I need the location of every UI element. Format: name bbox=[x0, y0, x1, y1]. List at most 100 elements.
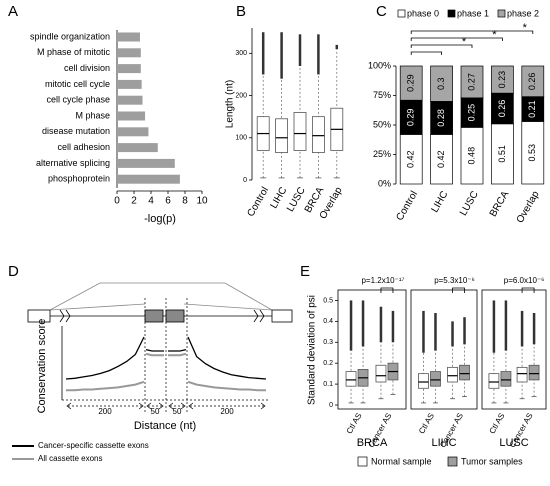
exon bbox=[165, 309, 185, 323]
series-line bbox=[168, 352, 187, 357]
intron-break bbox=[59, 309, 71, 323]
legend-swatch bbox=[447, 456, 458, 467]
y-tick-label: 0.1 bbox=[323, 381, 333, 388]
bar bbox=[117, 111, 146, 121]
series-line bbox=[65, 336, 145, 380]
y-tick-label: 0 bbox=[243, 177, 247, 184]
panel-letter: D bbox=[8, 263, 19, 280]
value-label: 0.53 bbox=[527, 144, 537, 162]
bar-segment bbox=[491, 65, 514, 94]
value-label: 0.27 bbox=[466, 73, 476, 91]
bar bbox=[117, 64, 141, 74]
legend-label: All cassette exons bbox=[38, 454, 102, 463]
value-label: 0.28 bbox=[436, 109, 446, 127]
bar bbox=[117, 48, 141, 58]
category-label: alternative splicing bbox=[36, 158, 110, 168]
segment-label: 50 bbox=[173, 407, 182, 416]
p-value: p=5.3x10⁻⁶ bbox=[434, 276, 475, 285]
panel-frame bbox=[410, 289, 478, 410]
y-tick-label: 0% bbox=[378, 178, 391, 188]
value-label: 0.23 bbox=[497, 71, 507, 89]
value-label: 0.26 bbox=[497, 100, 507, 118]
category-label: cell adhesion bbox=[57, 142, 110, 152]
p-value: p=6.0x10⁻⁶ bbox=[504, 276, 545, 285]
series-line bbox=[187, 380, 266, 392]
legend-swatch bbox=[357, 456, 368, 467]
legend-swatch bbox=[497, 9, 506, 18]
box bbox=[528, 364, 540, 381]
bar bbox=[117, 127, 149, 137]
arrow-head bbox=[66, 402, 144, 410]
skip-junction bbox=[49, 282, 273, 311]
bar bbox=[117, 32, 140, 42]
category-label: phosphoprotein bbox=[48, 174, 110, 184]
category-label: LIHC bbox=[430, 189, 451, 214]
group-label: Ctl AS bbox=[417, 412, 436, 436]
significance-bracket bbox=[410, 37, 503, 41]
value-label: 0.29 bbox=[406, 109, 416, 127]
legend-swatch bbox=[447, 9, 456, 18]
y-tick-label: 0.3 bbox=[323, 339, 333, 346]
panel-title: LUSC bbox=[499, 437, 528, 449]
box bbox=[293, 112, 307, 151]
y-tick-label: 200 bbox=[235, 92, 247, 99]
p-value: p=1.2x10⁻¹⁷ bbox=[361, 276, 404, 285]
exon bbox=[271, 309, 293, 323]
group-label: Ctl AS bbox=[488, 412, 507, 436]
y-tick-label: 0.2 bbox=[323, 360, 333, 367]
arrow-head bbox=[188, 402, 266, 410]
panel-letter: E bbox=[300, 263, 310, 280]
y-tick-label: 0.4 bbox=[323, 318, 333, 325]
bar bbox=[117, 158, 175, 168]
box bbox=[345, 371, 357, 387]
box bbox=[447, 366, 458, 383]
legend-label: Normal sample bbox=[371, 456, 432, 466]
exon bbox=[27, 309, 51, 323]
x-tick-label: 10 bbox=[196, 196, 208, 207]
significance-bracket bbox=[452, 287, 465, 293]
y-tick-label: 75% bbox=[373, 90, 391, 100]
panel-letter: C bbox=[376, 3, 387, 20]
category-label: cell cycle phase bbox=[46, 95, 110, 105]
segment-label: 200 bbox=[98, 407, 112, 416]
panel-title: LIHC bbox=[431, 437, 456, 449]
significance-bracket bbox=[410, 44, 473, 48]
y-axis-label: Standard deviation of psi bbox=[307, 295, 318, 405]
series-line bbox=[187, 336, 267, 380]
bar bbox=[117, 95, 143, 105]
y-tick-label: 0 bbox=[329, 402, 333, 409]
group-label: Ctl AS bbox=[345, 412, 364, 436]
bar-segment bbox=[460, 65, 484, 99]
bar-segment bbox=[521, 65, 545, 98]
inclusion-junction bbox=[183, 303, 273, 311]
exon bbox=[144, 309, 164, 323]
value-label: 0.51 bbox=[497, 145, 507, 163]
y-tick-label: 25% bbox=[373, 149, 391, 159]
panel-letter: B bbox=[236, 3, 246, 20]
significance-bracket bbox=[410, 51, 443, 55]
legend-swatch bbox=[397, 9, 406, 18]
category-label: spindle organization bbox=[30, 31, 110, 41]
legend-label: phase 1 bbox=[457, 8, 489, 18]
value-label: 0.29 bbox=[406, 74, 416, 92]
bar bbox=[117, 143, 158, 153]
category-label: M phase bbox=[75, 110, 110, 120]
bar-segment bbox=[430, 65, 453, 102]
legend-label: phase 0 bbox=[407, 8, 439, 18]
x-tick-label: 8 bbox=[182, 196, 188, 207]
series-line bbox=[145, 348, 164, 352]
x-tick-label: 6 bbox=[165, 196, 171, 207]
x-axis-label: -log(p) bbox=[144, 213, 176, 225]
category-label: Control bbox=[245, 185, 271, 218]
y-axis-label: Length (nt) bbox=[225, 80, 236, 128]
box bbox=[516, 366, 528, 383]
y-tick-label: 100% bbox=[368, 60, 391, 70]
value-label: 0.25 bbox=[466, 104, 476, 122]
category-label: LUSC bbox=[458, 189, 481, 218]
box bbox=[275, 118, 289, 153]
panel-frame bbox=[481, 289, 547, 410]
value-label: 0.48 bbox=[466, 147, 476, 165]
category-label: disease mutation bbox=[42, 126, 110, 136]
series-line bbox=[168, 348, 187, 352]
value-label: 0.42 bbox=[406, 150, 416, 168]
